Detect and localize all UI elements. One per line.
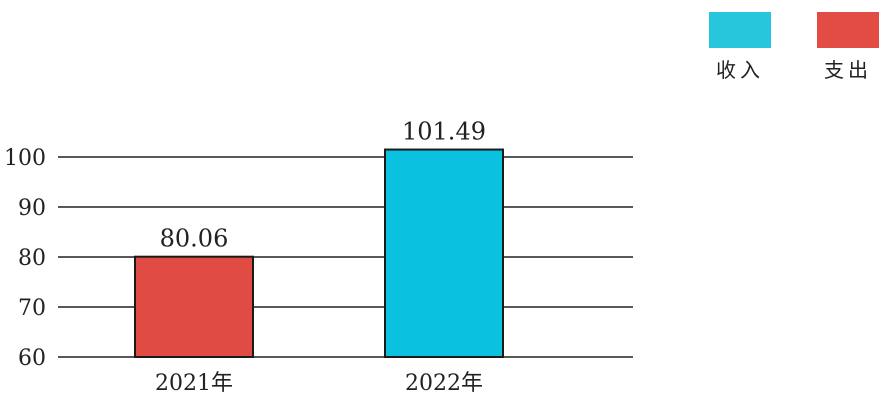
bar-2022年	[384, 148, 504, 358]
legend-item-expense: 支出	[817, 12, 879, 83]
x-tick-label-2021年: 2021年	[155, 371, 233, 394]
y-tick-label-60: 60	[18, 346, 46, 371]
x-tick-label-2022年: 2022年	[405, 371, 483, 394]
bar-2021年	[134, 255, 254, 359]
y-tick-label-90: 90	[18, 196, 46, 221]
data-label-2022年: 101.49	[402, 118, 486, 146]
legend-item-income: 收入	[709, 12, 771, 83]
data-label-2021年: 80.06	[160, 225, 229, 253]
y-tick-label-100: 100	[4, 146, 46, 171]
legend-swatch-expense	[817, 12, 879, 48]
data-labels: 80.06 101.49	[160, 118, 486, 253]
y-tick-labels: 60 70 80 90 100	[4, 146, 46, 371]
legend-swatch-income	[709, 12, 771, 48]
bars	[134, 148, 504, 359]
y-tick-label-80: 80	[18, 246, 46, 271]
legend-label-expense: 支出	[824, 58, 872, 82]
y-tick-label-70: 70	[18, 296, 46, 321]
legend-label-income: 收入	[716, 58, 764, 82]
x-tick-labels: 2021年 2022年	[155, 371, 483, 394]
